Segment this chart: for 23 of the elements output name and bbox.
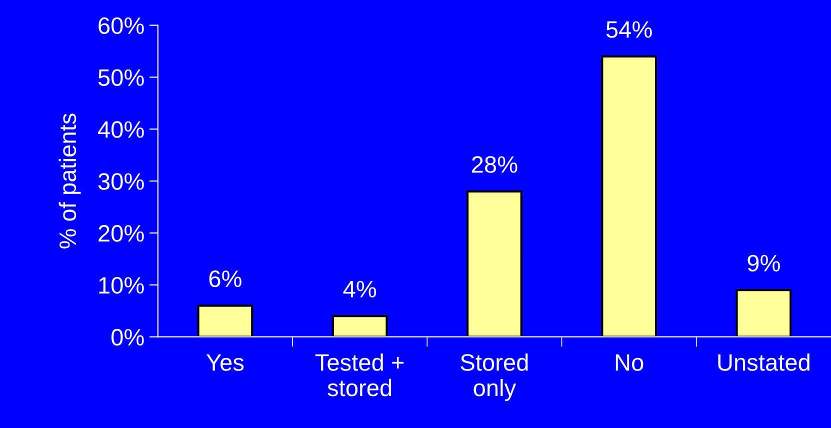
bar bbox=[332, 315, 388, 337]
x-tick-label: No bbox=[616, 354, 644, 371]
x-tick-label: Tested + stored bbox=[315, 354, 404, 396]
y-tick-label: 10% bbox=[99, 276, 144, 294]
x-tick-label: Stored only bbox=[460, 354, 528, 401]
y-tick-label: 50% bbox=[98, 69, 144, 86]
y-tick-label: 0% bbox=[111, 328, 144, 346]
x-tick-label: Unstated bbox=[718, 354, 810, 371]
data-label: 28% bbox=[472, 156, 518, 173]
data-label: 9% bbox=[748, 254, 780, 272]
y-tick-label: 20% bbox=[98, 225, 144, 242]
bar bbox=[197, 304, 254, 337]
y-axis-title: % of patients bbox=[58, 114, 81, 248]
bar bbox=[736, 289, 792, 337]
data-label: 4% bbox=[343, 280, 376, 298]
x-tick-label: Yes bbox=[206, 354, 244, 371]
y-tick-label: 60% bbox=[98, 17, 144, 34]
data-label: 54% bbox=[606, 21, 652, 38]
data-label: 6% bbox=[209, 270, 242, 288]
bar bbox=[466, 190, 522, 337]
y-tick-label: 30% bbox=[98, 173, 144, 190]
y-tick-label: 40% bbox=[98, 121, 144, 138]
bar bbox=[601, 55, 658, 337]
